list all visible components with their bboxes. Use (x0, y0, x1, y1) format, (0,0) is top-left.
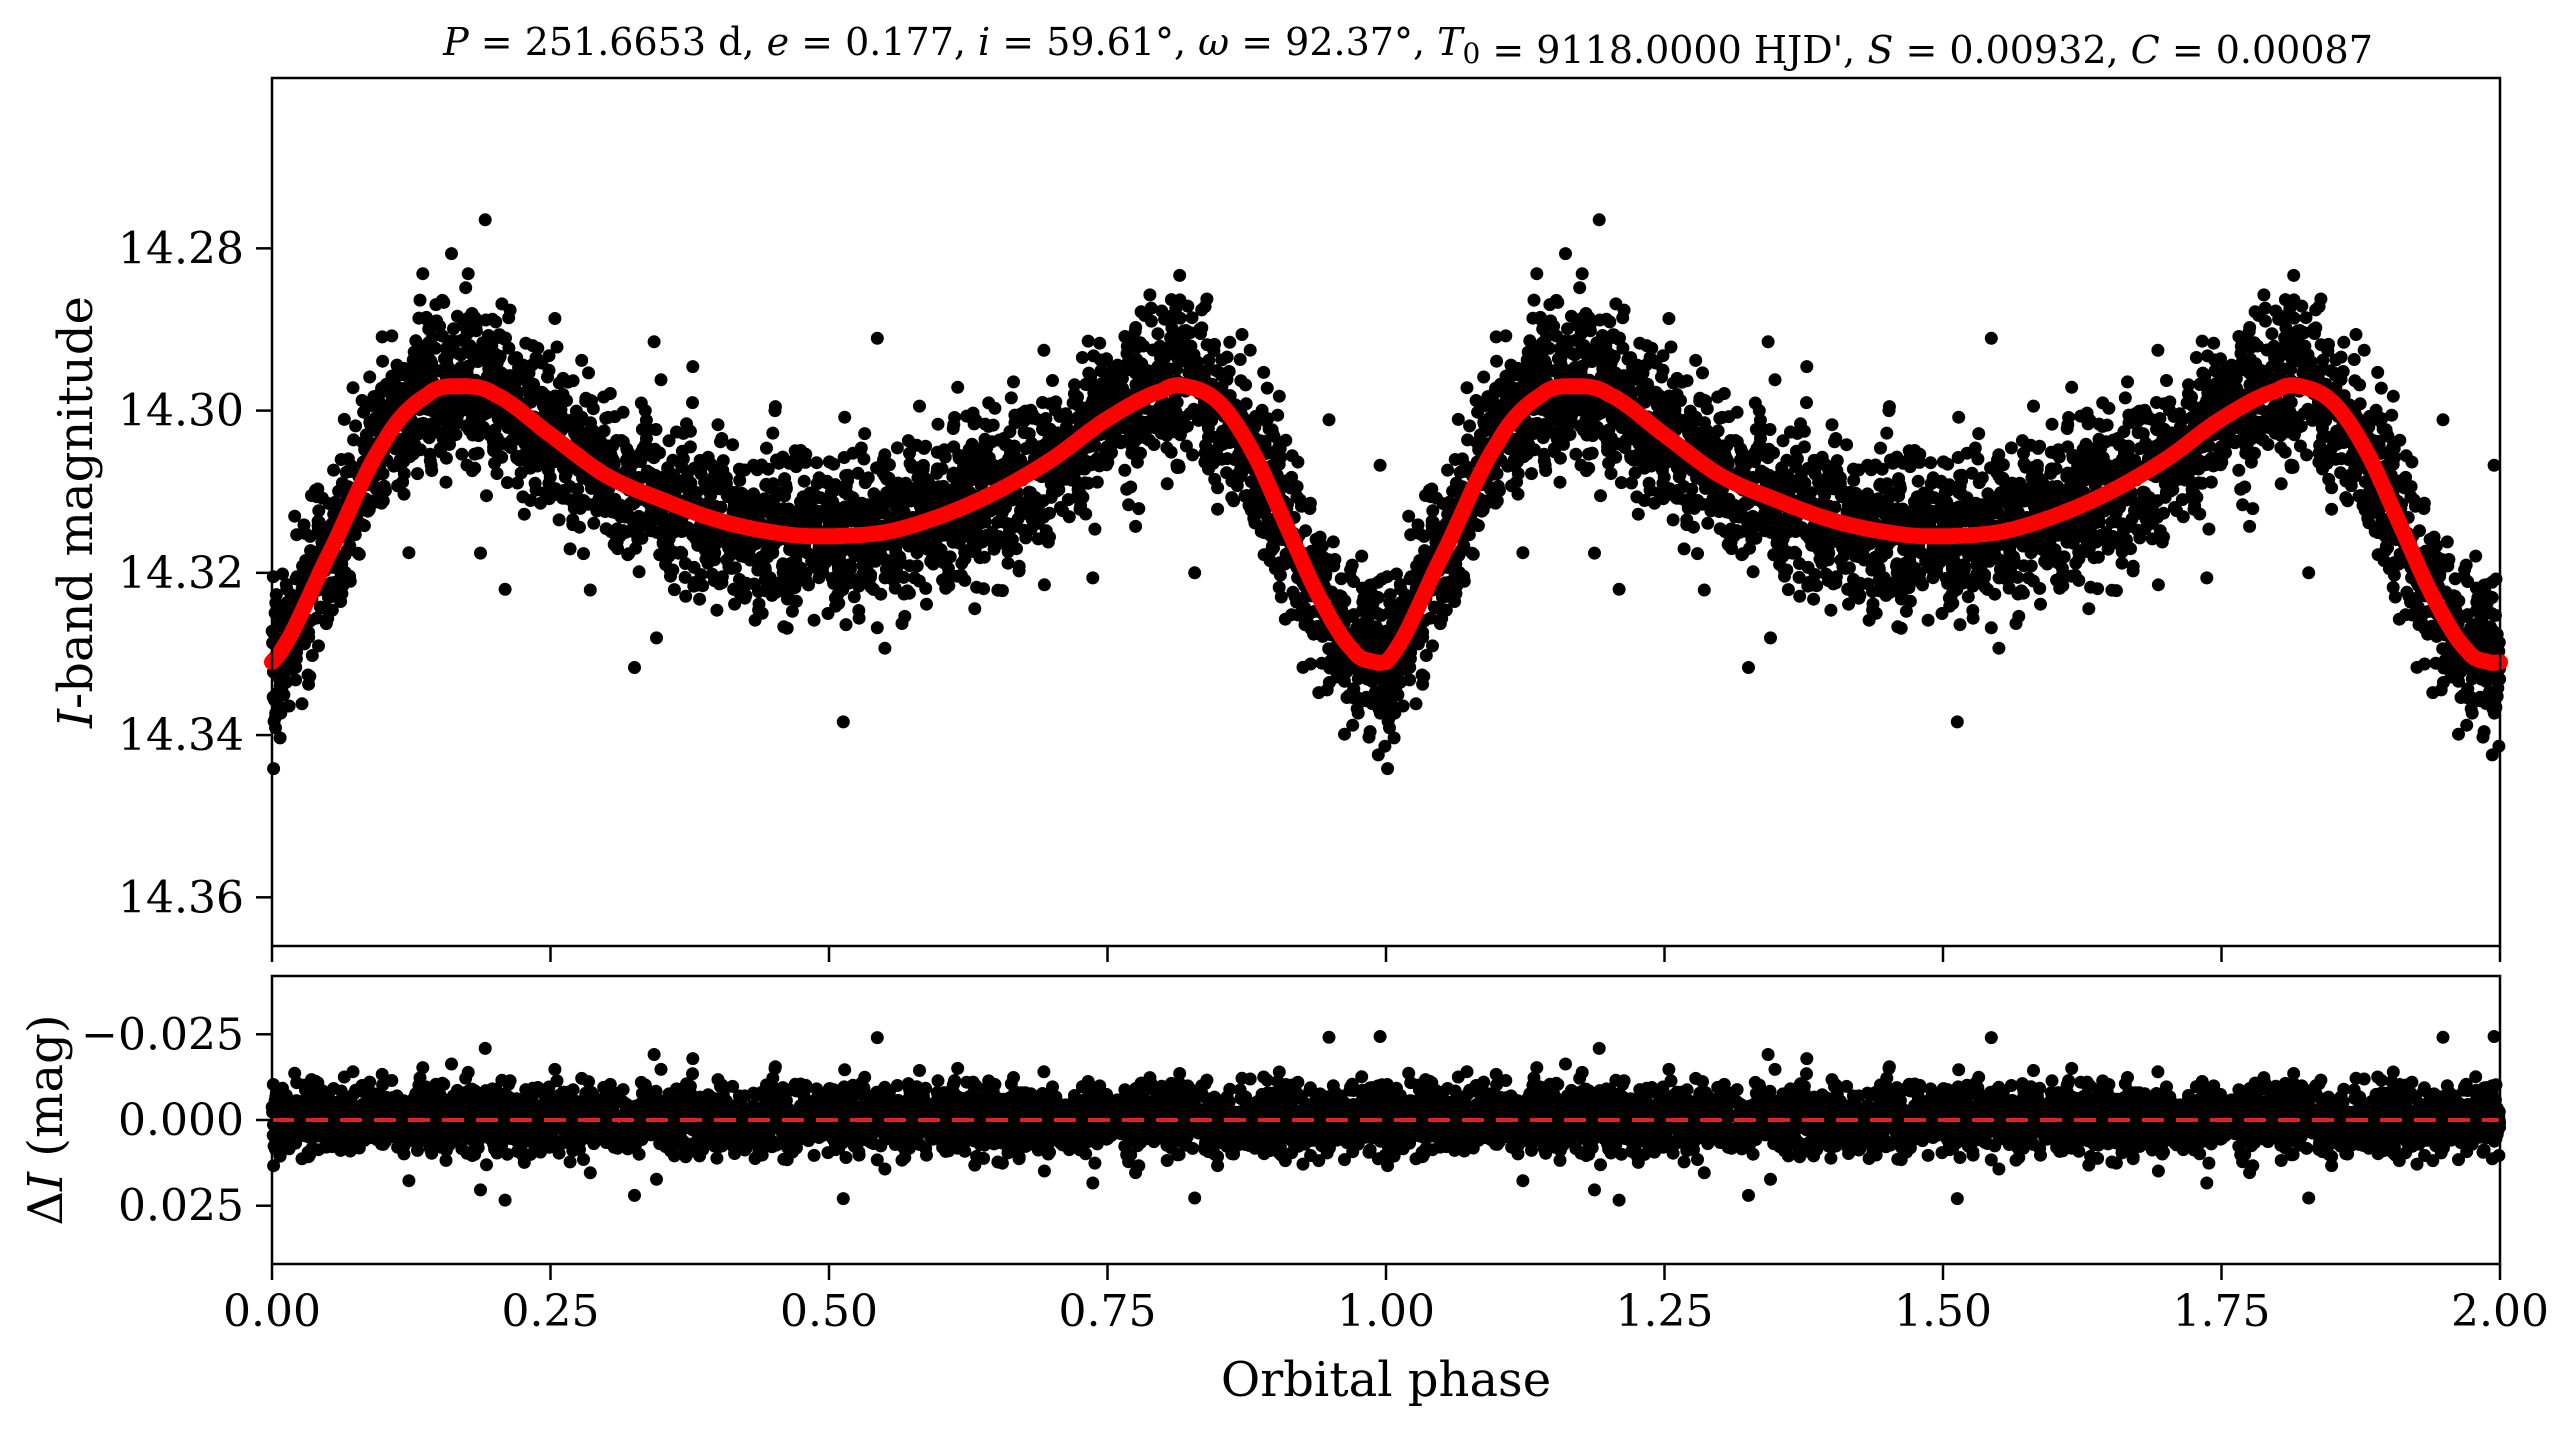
bottom-ticks: −0.025 0.000 0.025 0.00 0.25 0.50 0.75 1.00 1.25… (81, 1009, 2549, 1337)
x-tick-label: 2.00 (2451, 1286, 2549, 1337)
top-panel: 14.28 14.30 14.32 14.34 14.36 I-band magnitu… (48, 76, 2508, 962)
x-tick-label: 1.00 (1337, 1286, 1435, 1337)
bottom-y-tick-label: 0.025 (118, 1181, 244, 1232)
top-y-tick-label: 14.36 (118, 872, 244, 923)
model-curve (264, 377, 2508, 671)
top-ticks: 14.28 14.30 14.32 14.34 14.36 (118, 223, 2502, 962)
x-tick-label: 1.50 (1894, 1286, 1992, 1337)
top-y-tick-label: 14.32 (118, 548, 244, 599)
top-y-tick-label: 14.34 (118, 710, 244, 761)
top-y-axis-label: I-band magnitude (48, 296, 104, 729)
x-axis-label: Orbital phase (1221, 1352, 1551, 1408)
x-tick-label: 0.25 (502, 1286, 600, 1337)
x-tick-label: 1.25 (1616, 1286, 1714, 1337)
top-y-tick-label: 14.30 (118, 386, 244, 437)
top-y-tick-label: 14.28 (118, 223, 244, 274)
x-tick-label: 0.00 (223, 1286, 321, 1337)
bottom-y-tick-label: −0.025 (81, 1009, 244, 1060)
residual-points (265, 1030, 2507, 1207)
figure-title: P = 251.6653 d, e = 0.177, i = 59.61°, ω… (442, 20, 2373, 72)
x-tick-label: 0.75 (1059, 1286, 1157, 1337)
bottom-y-axis-label: ΔI (mag) (18, 1014, 74, 1225)
x-tick-label: 1.75 (2173, 1286, 2271, 1337)
x-tick-label: 0.50 (780, 1286, 878, 1337)
bottom-y-tick-label: 0.000 (118, 1095, 244, 1146)
residual-scatter-dots (265, 1030, 2507, 1207)
bottom-panel: −0.025 0.000 0.025 0.00 0.25 0.50 0.75 1.00 1.25… (18, 974, 2549, 1408)
